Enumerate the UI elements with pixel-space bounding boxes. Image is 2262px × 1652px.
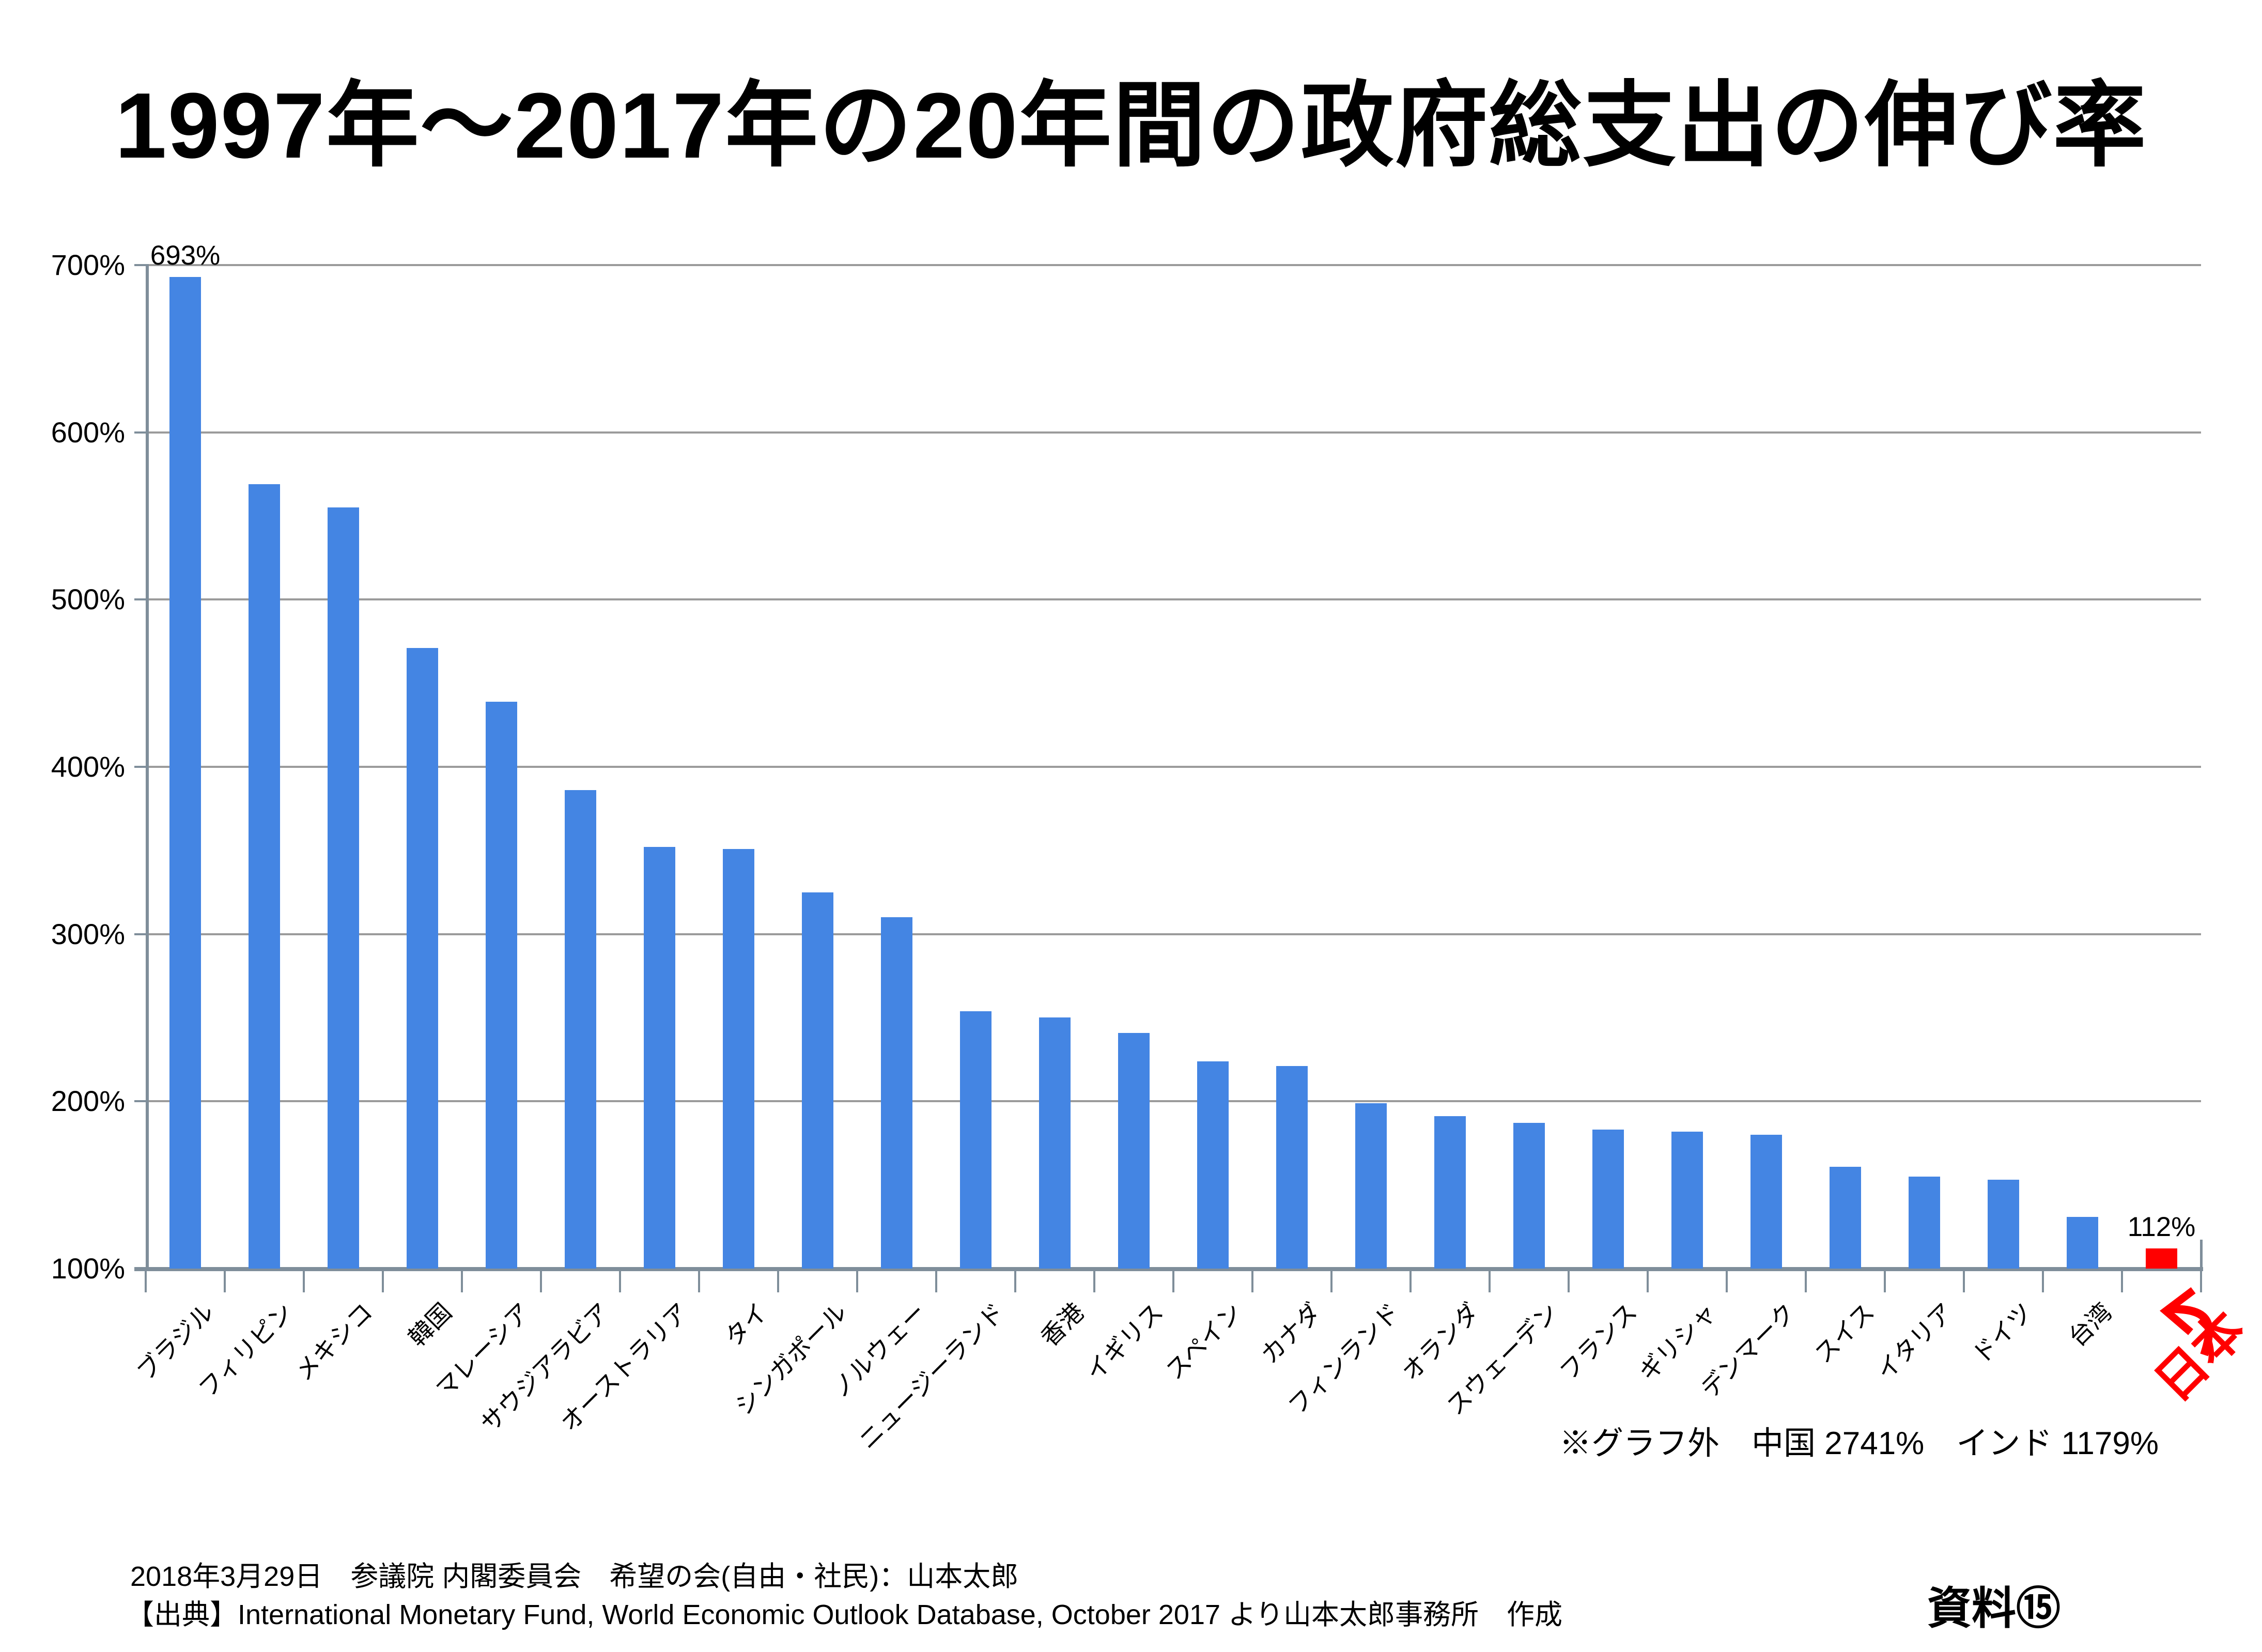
bar <box>1830 1166 1861 1269</box>
x-axis-tick <box>540 1269 542 1292</box>
bar <box>328 507 359 1269</box>
y-axis-tick-label: 200% <box>51 1085 125 1118</box>
y-axis-tick <box>134 264 146 266</box>
category-label: イギリス <box>1080 1298 1168 1386</box>
x-axis-tick <box>1647 1269 1649 1292</box>
gridline <box>146 264 2201 266</box>
bar <box>1197 1061 1229 1269</box>
x-axis-tick <box>145 1269 147 1292</box>
category-label: ニュージーランド <box>853 1298 1010 1455</box>
y-axis <box>146 264 149 1271</box>
document-number-badge: 資料⑮ <box>1927 1584 2060 1633</box>
x-axis-tick <box>2042 1269 2044 1292</box>
axis-end-cap <box>2200 1240 2203 1269</box>
x-axis-tick <box>2200 1269 2202 1292</box>
category-label: メキシコ <box>289 1298 378 1386</box>
x-axis-tick <box>1726 1269 1728 1292</box>
category-label: イタリア <box>1871 1298 1959 1385</box>
gridline <box>146 765 2201 768</box>
bar <box>1355 1103 1387 1269</box>
y-axis-tick-label: 500% <box>51 583 125 616</box>
x-axis-tick <box>1884 1269 1886 1292</box>
x-axis-tick <box>935 1269 937 1292</box>
y-axis-tick-label: 700% <box>51 248 125 281</box>
bar <box>1671 1131 1703 1269</box>
x-axis <box>134 1267 2203 1271</box>
x-axis-tick <box>461 1269 463 1292</box>
bar <box>644 847 675 1269</box>
x-axis-tick <box>224 1269 226 1292</box>
gridline <box>146 933 2201 935</box>
bar <box>407 648 438 1269</box>
category-label: スイス <box>1809 1298 1880 1368</box>
value-label: 112% <box>2127 1212 2196 1243</box>
bar <box>881 917 912 1269</box>
off-chart-note: ※グラフ外 中国 2741% インド 1179% <box>1559 1426 2159 1461</box>
bar <box>1434 1116 1466 1269</box>
x-axis-tick <box>856 1269 858 1292</box>
y-axis-tick-label: 300% <box>51 917 125 950</box>
x-axis-tick <box>1568 1269 1570 1292</box>
bar <box>1039 1017 1071 1269</box>
bar <box>1909 1176 1940 1269</box>
y-axis-tick <box>134 1100 146 1103</box>
category-label: 台湾 <box>2063 1298 2117 1352</box>
value-label: 693% <box>150 240 221 271</box>
x-axis-tick <box>1172 1269 1174 1292</box>
x-axis-tick <box>1093 1269 1095 1292</box>
bar <box>1118 1032 1150 1269</box>
category-label: 日本 <box>2144 1300 2256 1412</box>
category-label: 韓国 <box>402 1298 457 1352</box>
y-axis-tick <box>134 933 146 935</box>
y-axis-tick-label: 600% <box>51 415 125 449</box>
bar <box>169 276 201 1269</box>
x-axis-tick <box>777 1269 779 1292</box>
y-axis-tick <box>134 765 146 768</box>
gridline <box>146 431 2201 434</box>
x-axis-tick <box>1805 1269 1807 1292</box>
bar <box>1750 1135 1782 1269</box>
x-axis-tick <box>1489 1269 1491 1292</box>
x-axis-tick <box>1330 1269 1333 1292</box>
x-axis-tick <box>698 1269 700 1292</box>
x-axis-tick <box>1014 1269 1016 1292</box>
bar <box>249 484 280 1269</box>
gridline <box>146 598 2201 601</box>
bar <box>1988 1180 2019 1269</box>
x-axis-tick <box>1409 1269 1412 1292</box>
y-axis-tick <box>134 598 146 601</box>
bar <box>960 1011 991 1269</box>
category-label: スペイン <box>1160 1298 1247 1385</box>
y-axis-tick-label: 100% <box>51 1252 125 1285</box>
y-axis-tick-label: 400% <box>51 750 125 783</box>
bar <box>2067 1216 2098 1269</box>
bar <box>565 790 596 1269</box>
x-axis-tick <box>1251 1269 1253 1292</box>
category-label: 香港 <box>1035 1298 1089 1352</box>
x-axis-tick <box>619 1269 621 1292</box>
category-label: ドイツ <box>1966 1298 2038 1369</box>
x-axis-tick <box>1963 1269 1965 1292</box>
bar <box>1513 1123 1545 1269</box>
y-axis-tick <box>134 431 146 434</box>
bar-highlight <box>2146 1248 2177 1269</box>
bar <box>1276 1066 1308 1269</box>
category-label: タイ <box>719 1298 773 1352</box>
bar <box>723 848 754 1269</box>
bar <box>486 701 517 1269</box>
category-label: フランス <box>1554 1298 1643 1386</box>
gridline <box>146 1100 2201 1103</box>
x-axis-tick <box>303 1269 305 1292</box>
category-label: カナダ <box>1255 1298 1326 1369</box>
bar <box>1592 1130 1624 1269</box>
bar <box>802 892 833 1269</box>
chart-title: 1997年～2017年の20年間の政府総支出の伸び率 <box>115 74 2147 178</box>
x-axis-tick <box>2121 1269 2123 1292</box>
footer-source-credit: 【出典】International Monetary Fund, World E… <box>126 1599 1562 1630</box>
footer-session-info: 2018年3月29日 参議院 内閣委員会 希望の会(自由・社民)：山本太郎 <box>130 1561 1019 1592</box>
x-axis-tick <box>382 1269 384 1292</box>
